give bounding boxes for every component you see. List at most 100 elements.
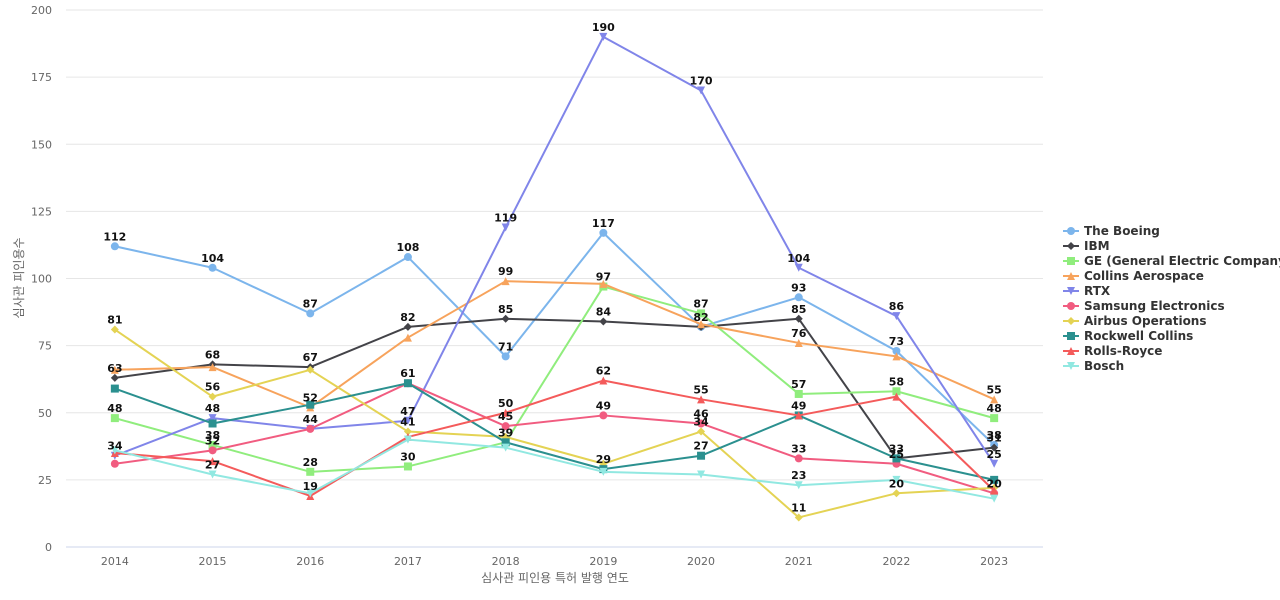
data-point-marker[interactable] [892,392,901,401]
data-point-marker[interactable] [110,459,119,468]
data-point-marker[interactable] [990,414,999,423]
data-point-marker[interactable] [794,293,803,302]
data-point-marker[interactable] [697,419,706,428]
data-point-marker[interactable] [892,346,901,355]
data-point-marker[interactable] [794,314,803,323]
data-point-marker[interactable] [990,459,999,468]
data-point-marker[interactable] [892,454,901,463]
data-point-marker[interactable] [599,32,608,41]
legend-marker[interactable] [1067,287,1075,295]
data-point-marker[interactable] [306,467,315,476]
legend-item[interactable]: Samsung Electronics [1063,299,1225,313]
data-point-marker[interactable] [110,373,119,382]
data-point-marker[interactable] [990,443,999,452]
data-point-marker[interactable] [501,422,510,431]
data-point-marker[interactable] [892,475,901,484]
data-point-marker[interactable] [403,416,412,425]
data-point-marker[interactable] [208,446,217,455]
legend-marker[interactable] [1067,332,1075,340]
legend-item[interactable]: Rockwell Collins [1063,329,1193,343]
data-point-marker[interactable] [892,352,901,361]
data-point-marker[interactable] [697,309,706,318]
legend-marker[interactable] [1067,317,1075,325]
data-point-marker[interactable] [403,462,412,471]
data-point-marker[interactable] [306,424,315,433]
data-point-marker[interactable] [403,379,412,388]
data-point-marker[interactable] [794,481,803,490]
data-point-marker[interactable] [208,263,217,272]
data-point-marker[interactable] [990,395,999,404]
data-point-marker[interactable] [110,242,119,251]
data-point-marker[interactable] [599,467,608,476]
data-point-marker[interactable] [892,312,901,321]
legend-item[interactable]: Collins Aerospace [1063,269,1204,283]
data-point-marker[interactable] [306,309,315,318]
data-point-marker[interactable] [208,392,217,401]
data-point-marker[interactable] [403,253,412,262]
legend-item[interactable]: RTX [1063,284,1111,298]
data-point-marker[interactable] [892,387,901,396]
data-point-marker[interactable] [697,451,706,460]
legend-label: Collins Aerospace [1084,269,1204,283]
data-point-marker[interactable] [794,389,803,398]
data-point-marker[interactable] [697,320,706,329]
data-point-marker[interactable] [990,494,999,503]
data-point-marker[interactable] [208,457,217,466]
data-point-marker[interactable] [697,395,706,404]
data-point-marker[interactable] [403,322,412,331]
data-point-marker[interactable] [697,470,706,479]
legend-marker[interactable] [1067,227,1075,235]
data-point-marker[interactable] [306,400,315,409]
legend-marker[interactable] [1067,257,1075,265]
data-point-marker[interactable] [794,338,803,347]
data-point-marker[interactable] [794,513,803,522]
data-point-marker[interactable] [501,314,510,323]
data-point-marker[interactable] [208,470,217,479]
legend-item[interactable]: The Boeing [1063,224,1160,238]
data-point-marker[interactable] [110,325,119,334]
data-point-marker[interactable] [501,408,510,417]
data-point-marker[interactable] [110,365,119,374]
data-point-marker[interactable] [403,427,412,436]
data-point-marker[interactable] [599,376,608,385]
data-point-marker[interactable] [110,384,119,393]
data-label: 49 [596,399,611,412]
data-point-marker[interactable] [403,435,412,444]
data-point-marker[interactable] [990,475,999,484]
legend-marker[interactable] [1067,272,1075,280]
data-point-marker[interactable] [599,317,608,326]
data-point-marker[interactable] [990,486,999,495]
legend-marker[interactable] [1067,347,1075,355]
legend-item[interactable]: Airbus Operations [1063,314,1207,328]
legend-marker[interactable] [1067,302,1075,310]
data-point-marker[interactable] [501,443,510,452]
legend-item[interactable]: GE (General Electric Company) [1063,254,1280,268]
legend-marker[interactable] [1067,362,1075,370]
data-point-marker[interactable] [208,414,217,423]
data-point-marker[interactable] [697,427,706,436]
legend-marker[interactable] [1067,242,1075,250]
data-point-marker[interactable] [501,277,510,286]
legend-item[interactable]: Bosch [1063,359,1124,373]
data-point-marker[interactable] [110,414,119,423]
data-point-marker[interactable] [794,263,803,272]
data-point-marker[interactable] [208,363,217,372]
data-point-marker[interactable] [697,86,706,95]
data-point-marker[interactable] [306,489,315,498]
legend-item[interactable]: Rolls-Royce [1063,344,1162,358]
data-point-marker[interactable] [501,438,510,447]
data-point-marker[interactable] [403,333,412,342]
data-point-marker[interactable] [599,228,608,237]
data-point-marker[interactable] [208,419,217,428]
data-point-marker[interactable] [599,411,608,420]
data-point-marker[interactable] [208,440,217,449]
data-point-marker[interactable] [892,489,901,498]
data-point-marker[interactable] [501,352,510,361]
data-point-marker[interactable] [794,411,803,420]
data-point-marker[interactable] [599,279,608,288]
legend-item[interactable]: IBM [1063,239,1110,253]
data-point-marker[interactable] [306,365,315,374]
data-point-marker[interactable] [794,454,803,463]
data-point-marker[interactable] [501,223,510,232]
data-point-marker[interactable] [110,446,119,455]
